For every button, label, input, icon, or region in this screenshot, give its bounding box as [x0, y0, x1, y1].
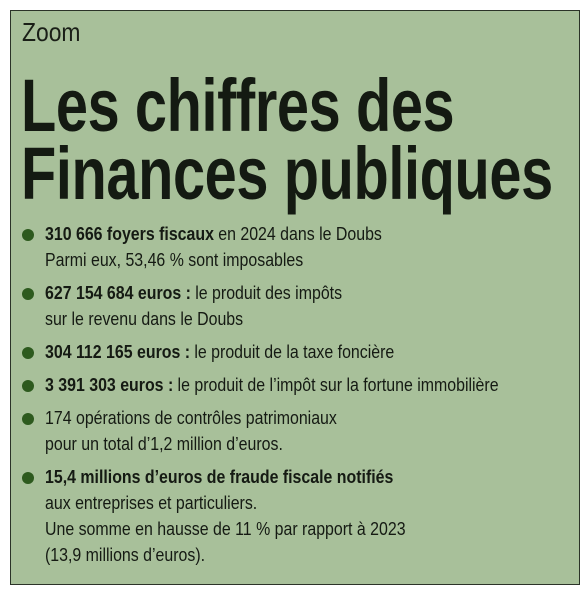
item-text: (13,9 millions d’euros). [45, 544, 206, 565]
bullet-item: 15,4 millions d’euros de fraude fiscale … [11, 464, 581, 568]
item-line: 627 154 684 euros : le produit des impôts [45, 280, 506, 306]
bullet-dot [22, 413, 34, 425]
item-line: 304 112 165 euros : le produit de la taxe… [45, 339, 506, 365]
bullet-item: 310 666 foyers fiscaux en 2024 dans le Do… [11, 221, 581, 273]
item-text: aux entreprises et particuliers. [45, 492, 258, 513]
bullet-dot [22, 347, 34, 359]
bold-text: 310 666 foyers fiscaux [45, 223, 214, 244]
item-text: pour un total d’1,2 million d’euros. [45, 433, 283, 454]
item-line: 310 666 foyers fiscaux en 2024 dans le Do… [45, 221, 506, 247]
bullet-dot [22, 472, 34, 484]
bold-text: 3 391 303 euros : [45, 374, 174, 395]
item-text: le produit de la taxe foncière [194, 341, 395, 362]
item-text: 174 opérations de contrôles patrimoniaux [45, 407, 337, 428]
item-line: sur le revenu dans le Doubs [45, 306, 506, 332]
bullet-item: 174 opérations de contrôles patrimoniaux… [11, 405, 581, 457]
item-line: 15,4 millions d’euros de fraude fiscale … [45, 464, 506, 490]
bullet-item: 304 112 165 euros : le produit de la taxe… [11, 339, 581, 365]
infobox: Zoom Les chiffres des Finances publiques… [10, 10, 580, 585]
item-text: Une somme en hausse de 11 % par rapport … [45, 518, 406, 539]
item-line: aux entreprises et particuliers. [45, 490, 506, 516]
bullet-list: 310 666 foyers fiscaux en 2024 dans le Do… [11, 221, 581, 575]
item-line: 174 opérations de contrôles patrimoniaux [45, 405, 506, 431]
kicker: Zoom [22, 17, 81, 47]
item-line: 3 391 303 euros : le produit de l’impôt s… [45, 372, 506, 398]
item-line: (13,9 millions d’euros). [45, 542, 506, 568]
item-text: le produit de l’impôt sur la fortune imm… [177, 374, 499, 395]
item-line: pour un total d’1,2 million d’euros. [45, 431, 506, 457]
item-line: Parmi eux, 53,46 % sont imposables [45, 247, 506, 273]
bold-text: 304 112 165 euros : [45, 341, 191, 362]
bullet-item: 3 391 303 euros : le produit de l’impôt s… [11, 372, 581, 398]
item-text: sur le revenu dans le Doubs [45, 308, 244, 329]
bullet-dot [22, 229, 34, 241]
item-line: Une somme en hausse de 11 % par rapport … [45, 516, 506, 542]
bold-text: 15,4 millions d’euros de fraude fiscale … [45, 466, 394, 487]
bullet-item: 627 154 684 euros : le produit des impôts… [11, 280, 581, 332]
item-text: le produit des impôts [195, 282, 343, 303]
item-text: Parmi eux, 53,46 % sont imposables [45, 249, 304, 270]
bold-text: 627 154 684 euros : [45, 282, 191, 303]
item-text: en 2024 dans le Doubs [218, 223, 382, 244]
bullet-dot [22, 288, 34, 300]
bullet-dot [22, 380, 34, 392]
title-line: Les chiffres des [21, 64, 455, 147]
title-line: Finances publiques [21, 132, 553, 215]
